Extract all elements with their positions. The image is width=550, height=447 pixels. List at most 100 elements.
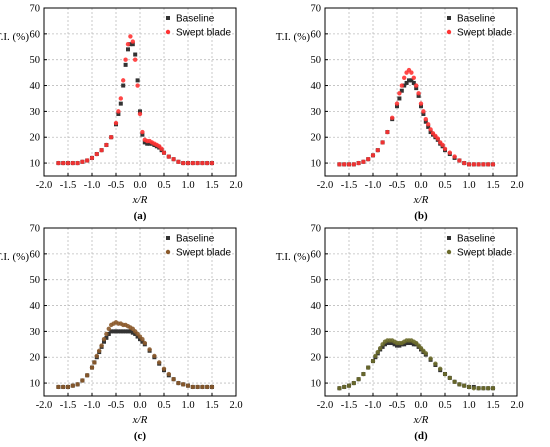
data-point bbox=[123, 62, 128, 67]
data-point bbox=[390, 115, 395, 121]
x-tick-label: 1.0 bbox=[462, 180, 475, 191]
x-tick-label: -2.0 bbox=[36, 180, 53, 191]
data-point bbox=[121, 83, 126, 88]
x-tick-label: 2.0 bbox=[510, 400, 523, 411]
legend-marker bbox=[447, 16, 451, 20]
data-point bbox=[190, 384, 195, 390]
data-point bbox=[356, 377, 361, 382]
data-point bbox=[419, 104, 423, 109]
data-point bbox=[402, 83, 407, 88]
data-point bbox=[104, 142, 109, 148]
data-point bbox=[89, 365, 95, 370]
chart-panel-2: -2.0 -1.5 -1.0 -0.5 0.0 0.5 1.0 1.5 2.0 10 20 30 40 5… bbox=[276, 4, 524, 223]
data-point bbox=[85, 158, 90, 163]
chart-panel-4: -2.0 -1.5 -1.0 -0.5 0.0 0.5 1.0 1.5 2.0 10 20 30 40 5… bbox=[276, 224, 524, 443]
data-point bbox=[106, 326, 112, 331]
chart-panel-1: -2.0 -1.5 -1.0 -0.5 0.0 0.5 1.0 1.5 2.0 10 20 30 40 5… bbox=[0, 4, 243, 223]
data-point bbox=[61, 160, 66, 166]
data-point bbox=[361, 371, 366, 377]
legend-marker bbox=[165, 29, 171, 35]
legend-label: Baseline bbox=[176, 14, 215, 25]
data-point bbox=[426, 124, 431, 129]
data-point bbox=[195, 384, 200, 390]
x-tick-label: 0.5 bbox=[438, 400, 451, 411]
x-tick-label: 0.5 bbox=[438, 180, 451, 191]
data-point bbox=[209, 160, 215, 166]
data-point bbox=[397, 343, 402, 348]
data-point bbox=[435, 136, 440, 141]
y-axis-title: T.I. (%) bbox=[276, 31, 311, 43]
legend-label: Baseline bbox=[176, 234, 215, 245]
legend-marker bbox=[166, 16, 170, 20]
legend: Baseline Swept blade bbox=[446, 234, 512, 259]
data-point bbox=[135, 334, 140, 339]
data-point bbox=[486, 162, 491, 167]
y-tick-label: 50 bbox=[311, 55, 322, 66]
data-point bbox=[159, 146, 164, 152]
data-point bbox=[378, 345, 383, 351]
data-point bbox=[99, 147, 104, 153]
x-tick-label: -1.0 bbox=[365, 400, 382, 411]
panel-label: (c) bbox=[134, 430, 147, 442]
x-tick-label: -0.5 bbox=[108, 180, 125, 191]
data-point bbox=[375, 147, 380, 153]
y-tick-label: 40 bbox=[30, 81, 41, 92]
legend-marker bbox=[446, 249, 452, 255]
data-point bbox=[135, 83, 140, 88]
data-point bbox=[423, 116, 428, 122]
y-tick-label: 10 bbox=[30, 379, 41, 390]
data-point bbox=[404, 80, 409, 85]
data-point bbox=[200, 160, 205, 166]
data-point bbox=[133, 57, 138, 62]
data-point bbox=[130, 42, 135, 47]
data-point bbox=[409, 78, 414, 83]
y-tick-label: 70 bbox=[30, 224, 41, 235]
data-point bbox=[61, 384, 66, 390]
x-tick-label: 0.0 bbox=[414, 180, 427, 191]
data-point bbox=[109, 329, 114, 334]
x-tick-label: 1.0 bbox=[181, 400, 194, 411]
data-point bbox=[102, 339, 106, 344]
data-point bbox=[394, 101, 400, 106]
x-tick-label: 1.0 bbox=[462, 400, 475, 411]
legend-marker bbox=[446, 29, 452, 35]
data-point bbox=[133, 52, 138, 57]
series-baseline bbox=[337, 78, 495, 167]
legend-label: Baseline bbox=[457, 234, 496, 245]
data-point bbox=[447, 375, 452, 381]
y-tick-label: 10 bbox=[311, 159, 322, 170]
data-point bbox=[161, 366, 167, 372]
data-point bbox=[442, 371, 448, 377]
data-point bbox=[447, 150, 452, 155]
data-point bbox=[116, 111, 121, 116]
data-point bbox=[140, 339, 145, 344]
data-point bbox=[80, 159, 85, 164]
x-tick-label: 2.0 bbox=[229, 400, 242, 411]
data-point bbox=[185, 383, 191, 388]
data-point bbox=[114, 329, 118, 334]
data-point bbox=[407, 78, 411, 83]
data-point bbox=[205, 384, 210, 390]
x-tick-label: 2.0 bbox=[510, 180, 523, 191]
data-point bbox=[402, 342, 407, 347]
data-point bbox=[190, 160, 195, 166]
y-axis-title: T.I. (%) bbox=[0, 251, 29, 263]
data-point bbox=[75, 160, 80, 166]
data-point bbox=[462, 160, 467, 166]
data-point bbox=[85, 373, 90, 378]
data-point bbox=[138, 109, 142, 114]
data-point bbox=[346, 383, 352, 388]
data-point bbox=[438, 366, 443, 372]
y-tick-label: 40 bbox=[311, 301, 322, 312]
data-point bbox=[205, 160, 210, 166]
data-point bbox=[390, 341, 395, 346]
data-point bbox=[138, 337, 142, 342]
data-point bbox=[397, 96, 402, 101]
y-axis-title: T.I. (%) bbox=[0, 31, 29, 43]
data-point bbox=[171, 157, 176, 162]
data-point bbox=[133, 331, 138, 336]
x-tick-label: -1.5 bbox=[60, 400, 77, 411]
data-point bbox=[181, 382, 186, 387]
y-axis-title: T.I. (%) bbox=[276, 251, 311, 263]
data-point bbox=[490, 162, 496, 167]
